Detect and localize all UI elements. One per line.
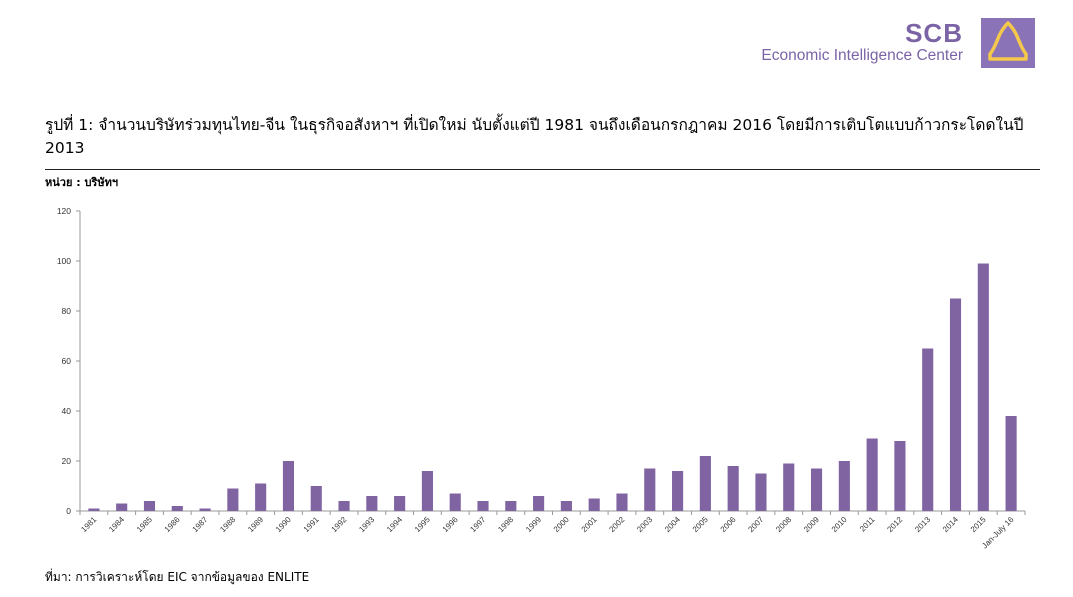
- x-tick-label: 1984: [107, 515, 126, 534]
- bar: [699, 456, 711, 511]
- bar: [282, 461, 295, 511]
- x-tick-label: 2015: [969, 515, 988, 534]
- x-tick-label: 2003: [635, 515, 654, 534]
- x-tick-label: 1989: [246, 515, 265, 534]
- x-tick-label: 2000: [552, 515, 571, 534]
- x-tick-label: 1995: [413, 515, 432, 534]
- bar: [1005, 416, 1017, 511]
- y-tick-label: 80: [62, 306, 72, 316]
- x-tick-label: 1981: [79, 515, 98, 534]
- title-divider: [45, 169, 1040, 170]
- logo-subtitle: Economic Intelligence Center: [761, 47, 963, 64]
- x-tick-label: 1994: [385, 515, 404, 534]
- bar: [616, 493, 628, 511]
- bar: [171, 506, 183, 511]
- bar: [977, 263, 989, 511]
- x-tick-label: 2005: [691, 515, 710, 534]
- bar: [310, 486, 322, 511]
- bar-series: [88, 263, 1017, 511]
- bar: [143, 501, 156, 511]
- logo-brand: SCB: [905, 18, 963, 48]
- bar: [560, 501, 572, 511]
- bar: [477, 501, 489, 511]
- x-axis: [79, 510, 1026, 515]
- bar: [588, 498, 600, 511]
- bar: [199, 508, 211, 511]
- x-tick-label: 2012: [885, 515, 904, 534]
- x-tick-label: 1997: [468, 515, 487, 534]
- y-tick-label: 0: [66, 506, 71, 516]
- x-tick-label: 2014: [941, 515, 960, 534]
- bar: [394, 496, 406, 511]
- bar: [449, 493, 461, 511]
- unit-label: หน่วย : บริษัทฯ: [45, 176, 119, 189]
- x-tick-label: 1993: [357, 515, 376, 534]
- x-tick-label: 2008: [774, 515, 793, 534]
- x-tick-label: 1987: [191, 515, 210, 534]
- bar: [533, 496, 545, 511]
- y-tick-label: 40: [62, 406, 72, 416]
- x-tick-label: 1999: [524, 515, 543, 534]
- x-tick-labels: 1981 1984 1985 1986 1987 1988 1989 1990 1991 1992…: [79, 515, 1016, 551]
- bar: [116, 503, 128, 511]
- x-tick-label: 1990: [274, 515, 293, 534]
- x-tick-label: 1988: [218, 515, 237, 534]
- x-tick-label: 2010: [830, 515, 849, 534]
- bar: [727, 466, 739, 511]
- bar: [922, 348, 934, 511]
- bar: [672, 471, 684, 511]
- x-tick-label: 1998: [496, 515, 515, 534]
- x-tick-label: 1991: [302, 515, 321, 534]
- x-tick-label: 2001: [580, 515, 599, 534]
- x-tick-label: 1986: [163, 515, 182, 534]
- y-tick-label: 60: [62, 356, 72, 366]
- bar: [783, 463, 795, 511]
- bar: [866, 438, 878, 511]
- bar: [421, 471, 433, 511]
- bar: [505, 501, 517, 511]
- scb-eic-logo: SCB Economic Intelligence Center: [720, 16, 1035, 72]
- x-tick-label: 1985: [135, 515, 154, 534]
- x-tick-label: 1996: [441, 515, 460, 534]
- bar: [810, 468, 823, 511]
- x-tick-label: 2011: [858, 515, 877, 534]
- bar-chart: 0 20 40 60 80 100 120 1981 1984 1985 1986 1987 1988…: [57, 206, 1026, 551]
- x-tick-label: 1992: [330, 515, 349, 534]
- bar: [644, 468, 656, 511]
- x-tick-label: 2009: [802, 515, 821, 534]
- y-tick-label: 20: [62, 456, 72, 466]
- source-note: ที่มา: การวิเคราะห์โดย EIC จากข้อมูลของ …: [45, 570, 310, 584]
- chart-title: รูปที่ 1: จำนวนบริษัทร่วมทุนไทย-จีน ในธุ…: [45, 116, 1024, 157]
- scb-house-logo-icon: [981, 18, 1035, 68]
- bar: [338, 501, 350, 511]
- bar: [949, 298, 962, 511]
- bar: [88, 508, 100, 511]
- x-tick-label: 2002: [607, 515, 626, 534]
- bar: [838, 461, 850, 511]
- bar: [227, 488, 239, 511]
- x-tick-label: 2004: [663, 515, 682, 534]
- x-tick-label: 2006: [719, 515, 738, 534]
- y-tick-label: 120: [57, 206, 71, 216]
- x-tick-label: 2007: [746, 515, 765, 534]
- x-tick-label: 2013: [913, 515, 932, 534]
- y-axis: 0 20 40 60 80 100 120: [57, 206, 81, 516]
- y-tick-label: 100: [57, 256, 71, 266]
- bar: [255, 483, 267, 511]
- bar: [755, 473, 767, 511]
- bar: [366, 496, 378, 511]
- bar: [894, 441, 906, 511]
